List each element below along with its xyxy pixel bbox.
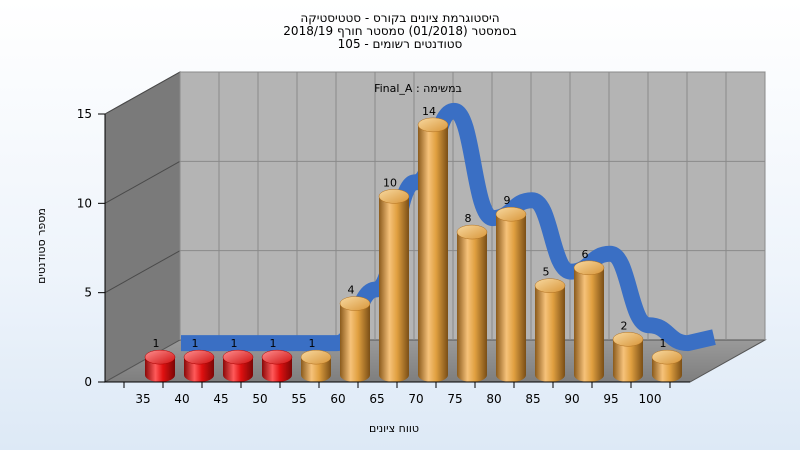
bar-value-label: 1 [660, 337, 667, 350]
bar-top [651, 349, 683, 365]
bar-value-label: 5 [543, 266, 550, 279]
x-tick-label: 90 [564, 392, 579, 406]
bar-low: 1 [183, 337, 215, 382]
bar-top [612, 332, 644, 347]
bar-top [378, 189, 410, 204]
bar-value-label: 14 [422, 105, 436, 118]
bar-top [339, 296, 371, 311]
chart-title-line-2: בסמסטר (01/2018) סמסטר חורף 2018/19 [283, 24, 517, 38]
bar-top [573, 260, 605, 276]
bar-top [456, 224, 488, 240]
x-axis-title: טווח ציונים [369, 422, 419, 435]
bar-value-label: 1 [309, 337, 316, 350]
bar: 5 [534, 266, 566, 382]
y-axis-title: מספר סטודנטים [35, 208, 48, 284]
bar-body [457, 232, 487, 382]
x-tick-label: 35 [135, 392, 150, 406]
bar-value-label: 4 [348, 284, 355, 297]
bar-top [183, 349, 215, 365]
gridline-side [104, 71, 181, 115]
bar-body [613, 339, 643, 382]
bar: 6 [573, 248, 605, 382]
bar-body [379, 196, 409, 382]
gridline-side [104, 160, 181, 204]
bar-low: 1 [222, 337, 254, 382]
x-tick-label: 40 [174, 392, 189, 406]
gridline-side [104, 250, 181, 294]
bar: 8 [456, 212, 488, 382]
bar-low: 1 [261, 337, 293, 382]
bar-value-label: 1 [153, 337, 160, 350]
bar-value-label: 9 [504, 194, 511, 207]
x-tick-label: 85 [525, 392, 540, 406]
x-tick-label: 80 [486, 392, 501, 406]
x-tick-label: 95 [603, 392, 618, 406]
x-tick-label: 60 [330, 392, 345, 406]
bar-value-label: 1 [231, 337, 238, 350]
chart-title-line-1: היסטוגרמת ציונים בקורס - סטטיסטיקה [300, 11, 500, 25]
bar-body [496, 214, 526, 382]
x-tick-label: 45 [213, 392, 228, 406]
bar: 1 [651, 337, 683, 382]
bar-value-label: 1 [270, 337, 277, 350]
x-tick-label: 100 [639, 392, 662, 406]
bar-body [340, 303, 370, 382]
bar-value-label: 6 [582, 248, 589, 261]
bar-value-label: 8 [465, 212, 472, 225]
x-tick-label: 70 [408, 392, 423, 406]
side-wall [104, 71, 181, 383]
y-ticks: 0 5 10 15 [77, 107, 105, 389]
x-ticks: 35 40 45 50 55 60 65 70 75 80 85 90 95 100 [123, 382, 671, 406]
bar: 1 [300, 337, 332, 382]
y-tick-label: 15 [77, 107, 92, 121]
y-tick-label: 0 [84, 375, 92, 389]
bar-body [418, 124, 448, 382]
bar-body [535, 285, 565, 382]
bar-top [495, 206, 527, 222]
bar-body [574, 267, 604, 382]
chart-annotation: במשימה : Final_A [374, 82, 462, 95]
bar-top [261, 349, 293, 365]
bar-low: 1 [144, 337, 176, 382]
bar-value-label: 2 [621, 319, 628, 332]
bar: 2 [612, 319, 644, 382]
x-tick-label: 50 [252, 392, 267, 406]
bar: 9 [495, 194, 527, 382]
bar: 14 [417, 105, 449, 382]
bar-top [417, 117, 449, 133]
y-tick-label: 10 [77, 196, 92, 210]
bar-value-label: 1 [192, 337, 199, 350]
x-tick-label: 55 [291, 392, 306, 406]
bar-top [222, 349, 254, 365]
bar: 4 [339, 284, 371, 382]
bar-top [300, 349, 332, 365]
y-tick-label: 5 [84, 286, 92, 300]
bar-value-label: 10 [383, 176, 397, 189]
bar-top [144, 349, 176, 365]
x-tick-label: 75 [447, 392, 462, 406]
x-tick-label: 65 [369, 392, 384, 406]
bar: 10 [378, 176, 410, 382]
bar-top [534, 278, 566, 293]
chart-title-line-3: 105 - סטודנטים רשומים [337, 37, 463, 51]
